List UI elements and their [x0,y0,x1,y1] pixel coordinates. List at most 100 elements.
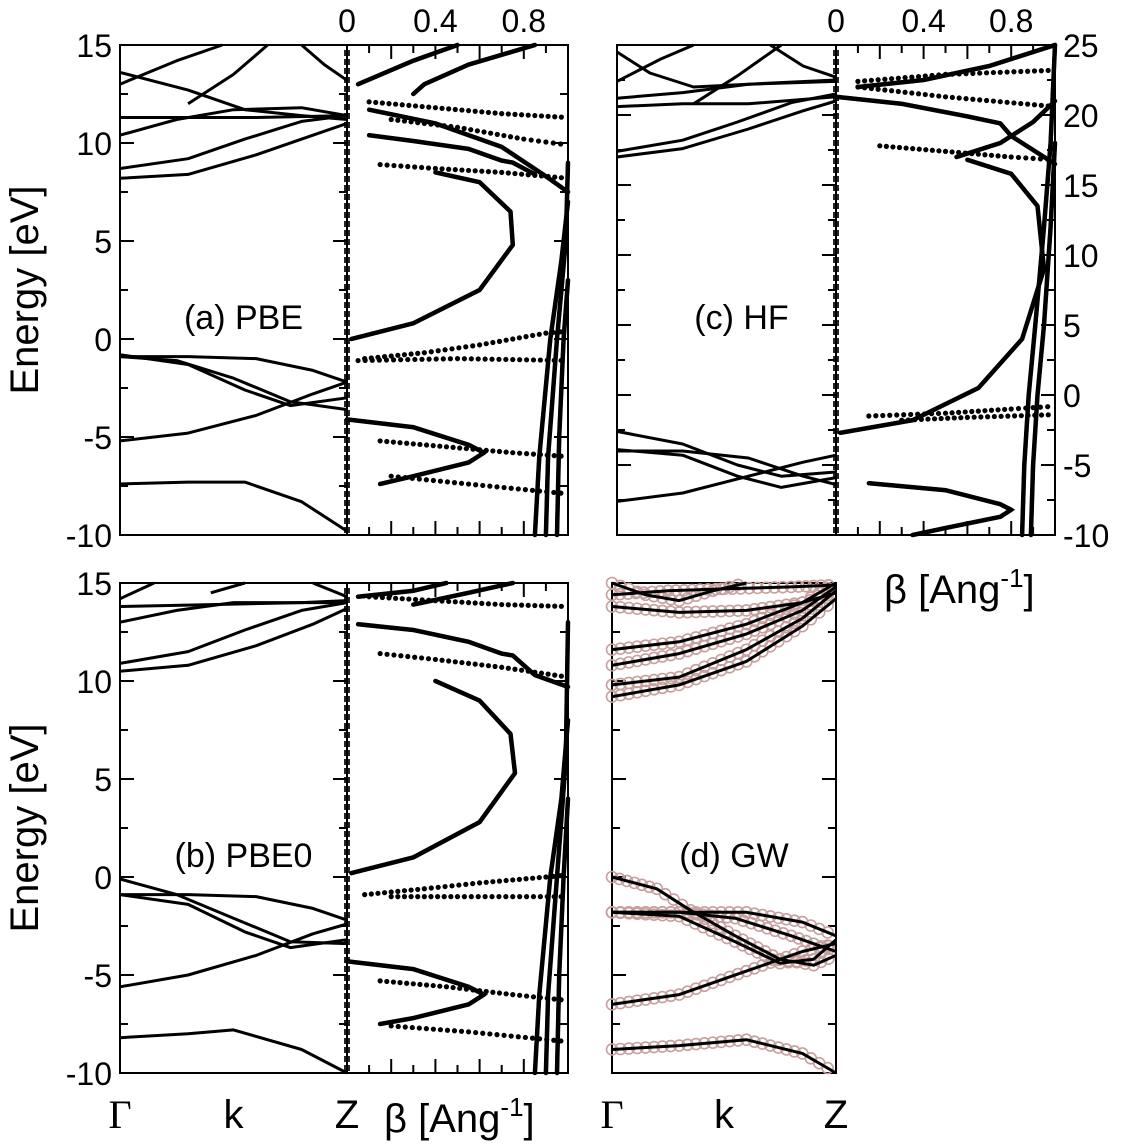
complex-band-dot [550,873,556,879]
complex-band-dot [956,95,962,101]
gamma-label: Γ [600,1092,623,1137]
gw-marker [764,608,777,622]
complex-band-dot [479,662,485,668]
complex-band-dot [496,878,503,884]
complex-band-dot [388,1023,394,1029]
gw-marker [788,947,801,961]
complex-band-dot [545,173,551,180]
band-line [611,597,837,699]
complex-band-dot [388,116,394,123]
gw-marker [756,611,769,625]
complex-band-dot [935,410,942,417]
y-tick-label: 0 [94,860,112,896]
complex-band-dot [435,884,441,890]
complex-band-dot [545,671,551,677]
gw-marker [712,928,726,941]
complex-band-dot [510,356,516,363]
complex-band-dot [412,356,418,363]
complex-band-dot [499,601,505,608]
gw-marker [812,606,826,619]
band-line [611,581,747,603]
complex-band-dot [517,894,523,900]
complex-band-dot [1030,405,1036,411]
complex-band-dot [489,894,495,900]
complex-band-dot [482,356,488,362]
complex-band-dot [988,407,995,413]
complex-band-dot [494,484,500,490]
complex-band-dot [909,74,915,80]
complex-band-dot [964,414,971,420]
complex-band-dot [915,91,922,97]
complex-band-dot [472,661,478,667]
complex-band-dot [496,990,503,996]
y-tick-label-right: 0 [1063,378,1081,414]
complex-band-curve-line [1020,43,1057,537]
complex-band-dot [532,669,538,675]
complex-band-dot [487,1031,493,1037]
complex-band-dot [895,75,901,81]
complex-band-dot [551,357,557,363]
complex-band-dot [421,894,427,900]
complex-band-curve-line [356,43,460,87]
complex-band-dot [982,408,988,414]
band-line [611,591,837,614]
complex-band-dot [415,886,421,893]
complex-band-dot [423,982,430,988]
complex-band-dot [423,477,429,483]
complex-band-dot [480,482,486,489]
complex-band-dot [1045,103,1051,109]
complex-band-dot [369,357,375,363]
complex-band-dot [419,597,425,603]
complex-band-dot [395,117,401,123]
complex-band-dot [551,894,557,900]
complex-band-dot [1015,154,1022,161]
complex-band-curve [838,157,1047,436]
gw-marker [748,961,761,975]
complex-band-dot [355,357,361,364]
complex-band-dot [415,894,421,900]
complex-band-dot [439,598,445,604]
complex-band-dot [503,356,509,363]
gw-marker [796,619,809,633]
complex-band-dot [457,445,463,451]
complex-band-dot [499,111,505,117]
complex-band-dot [1015,405,1022,412]
complex-band-dot [1031,102,1038,108]
band-line [611,585,837,667]
complex-band-dot [401,118,408,124]
complex-band-dot [558,175,564,181]
gw-marker [752,919,766,933]
complex-band-dot [922,91,928,98]
gw-marker [681,985,694,998]
complex-band-dot [903,145,909,151]
complex-band-dot [508,1033,514,1039]
complex-band-dot [483,447,489,453]
y-tick-label: -10 [66,518,112,554]
complex-band-dot [401,352,408,358]
complex-band-dot [417,981,423,988]
complex-band-dot [537,452,543,458]
complex-band-dot [477,880,483,886]
band-line [616,95,837,109]
gw-marker [804,612,818,626]
complex-band-dot [517,450,523,456]
complex-band-dot [468,127,474,133]
gw-marker [756,959,769,972]
gw-marker [814,955,828,969]
complex-band-dot [428,885,434,891]
gw-marker [706,976,720,990]
complex-band-dot [432,105,438,111]
complex-band-dot [459,167,465,173]
complex-band-dot [384,978,390,985]
complex-band-dot [446,598,452,605]
complex-band-dot [558,873,564,879]
complex-band-dot [882,87,888,93]
gw-marker [804,919,818,932]
complex-band-dot [887,412,893,418]
complex-band-dot [459,599,465,605]
complex-band-dot [512,602,518,608]
complex-band-dot [410,441,416,447]
complex-band-dot [499,169,505,175]
complex-band-dot [949,410,955,416]
complex-band-dot [402,475,408,481]
